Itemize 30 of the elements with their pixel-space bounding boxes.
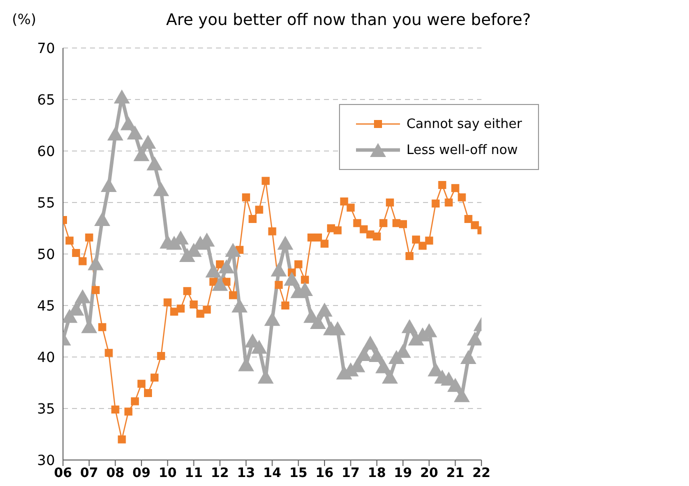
x-tick-label: 12 [210,466,229,482]
x-tick-label: 19 [394,466,412,482]
x-tick-label: 06 [54,466,72,482]
x-tick-label: 18 [368,466,386,482]
x-tick-label: 16 [315,466,334,482]
x-tick-label: 10 [158,466,177,482]
x-tick-label: 11 [184,466,203,482]
y-tick-label: 35 [37,401,55,418]
y-axis-title: (%) [12,12,36,28]
x-tick-label: 21 [446,466,464,482]
x-tick-label: 22 [472,466,490,482]
x-tick-label: 07 [80,466,98,482]
y-tick-label: 50 [37,246,55,263]
y-tick-label: 70 [37,40,55,57]
y-tick-label: 45 [37,298,55,314]
y-tick-label: 55 [37,195,55,212]
x-tick-label: 17 [342,466,360,482]
x-tick-label: 15 [289,466,308,482]
y-tick-label: 40 [37,350,55,366]
y-tick-label: 60 [37,144,55,160]
x-tick-label: 13 [237,466,256,482]
legend-label: Less well-off now [406,142,518,158]
legend-label: Cannot say either [406,116,522,132]
y-tick-label: 30 [37,452,55,469]
x-tick-label: 14 [263,466,282,482]
x-tick-label: 08 [106,466,124,482]
x-tick-label: 09 [132,466,151,482]
chart-title: Are you better off now than you were before? [166,10,531,29]
x-tick-label: 20 [420,466,438,482]
y-tick-label: 65 [37,92,55,108]
